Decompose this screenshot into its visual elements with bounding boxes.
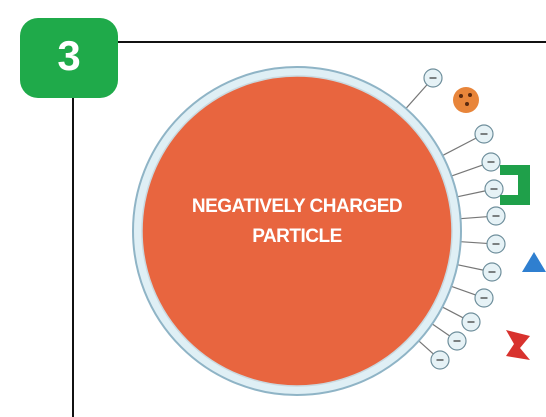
orange-particle (453, 87, 479, 113)
ligand-stem (458, 216, 488, 220)
badge (20, 18, 118, 98)
blue-particle (522, 252, 546, 272)
ligand-stem (430, 322, 450, 337)
ligand-stem (449, 164, 483, 178)
particle (141, 75, 453, 387)
particle-label: NEGATIVELY CHARGED (192, 196, 402, 217)
ligand-stem (455, 263, 484, 271)
ligands (404, 68, 506, 370)
ligand-stem (449, 285, 476, 296)
green-particle (500, 165, 530, 205)
ligand-stem (404, 84, 428, 111)
ligand-stem (416, 339, 434, 355)
dot (459, 94, 463, 98)
ligand-stem (440, 305, 464, 319)
particle-label: PARTICLE (252, 226, 342, 247)
ligand-stem (440, 137, 477, 157)
dot (465, 102, 469, 106)
badge-number: 3 (57, 32, 80, 79)
ligand-stem (455, 190, 486, 198)
dot (468, 93, 472, 97)
red-particle (506, 330, 530, 360)
ligand-stem (458, 240, 488, 245)
